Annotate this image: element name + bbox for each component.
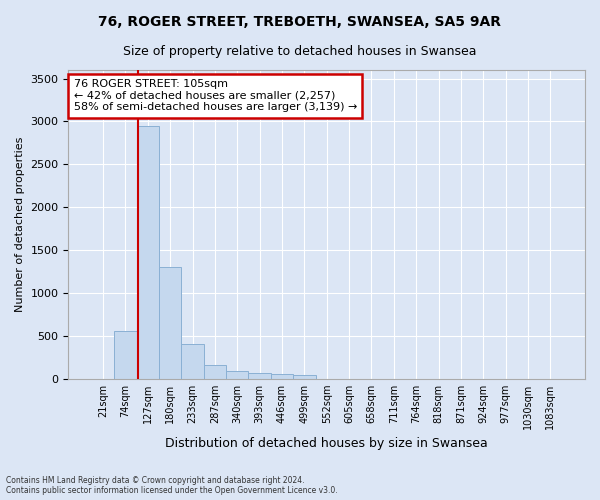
Text: 76 ROGER STREET: 105sqm
← 42% of detached houses are smaller (2,257)
58% of semi: 76 ROGER STREET: 105sqm ← 42% of detache… (74, 80, 357, 112)
Bar (293, 376, 316, 378)
X-axis label: Distribution of detached houses by size in Swansea: Distribution of detached houses by size … (166, 437, 488, 450)
Bar (204, 366, 226, 378)
Bar (159, 267, 181, 378)
Text: Contains HM Land Registry data © Crown copyright and database right 2024.
Contai: Contains HM Land Registry data © Crown c… (6, 476, 338, 495)
Bar (137, 126, 159, 378)
Bar (248, 373, 271, 378)
Text: 76, ROGER STREET, TREBOETH, SWANSEA, SA5 9AR: 76, ROGER STREET, TREBOETH, SWANSEA, SA5… (98, 15, 502, 29)
Bar (226, 371, 248, 378)
Bar (114, 331, 137, 378)
Y-axis label: Number of detached properties: Number of detached properties (15, 136, 25, 312)
Text: Size of property relative to detached houses in Swansea: Size of property relative to detached ho… (123, 45, 477, 58)
Bar (181, 344, 204, 378)
Bar (271, 374, 293, 378)
